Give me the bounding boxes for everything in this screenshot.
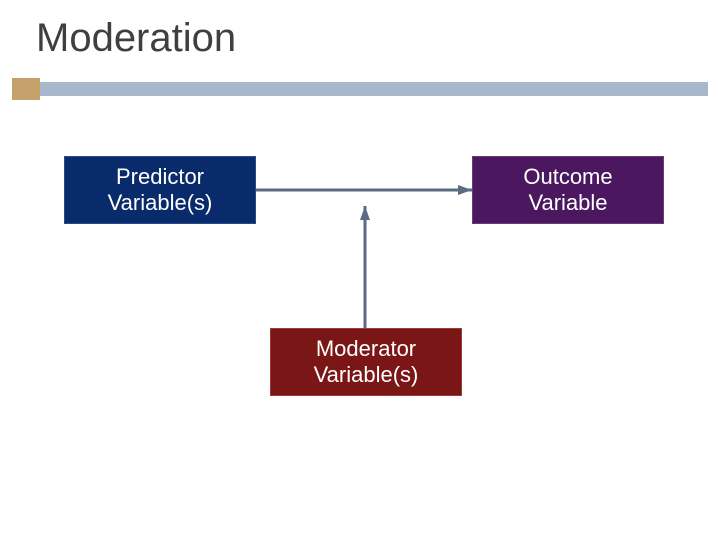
accent-square xyxy=(12,78,40,100)
predictor-line1: Predictor xyxy=(116,164,204,190)
moderator-line1: Moderator xyxy=(316,336,416,362)
page-title: Moderation xyxy=(36,16,236,61)
accent-line xyxy=(40,82,708,96)
predictor-node: Predictor Variable(s) xyxy=(64,156,256,224)
outcome-line2: Variable xyxy=(528,190,607,216)
moderator-line2: Variable(s) xyxy=(314,362,419,388)
slide: Moderation Predictor Variable(s) Outcome… xyxy=(0,0,720,540)
outcome-node: Outcome Variable xyxy=(472,156,664,224)
outcome-line1: Outcome xyxy=(523,164,612,190)
predictor-line2: Variable(s) xyxy=(108,190,213,216)
moderator-node: Moderator Variable(s) xyxy=(270,328,462,396)
arrows-layer xyxy=(0,0,720,540)
